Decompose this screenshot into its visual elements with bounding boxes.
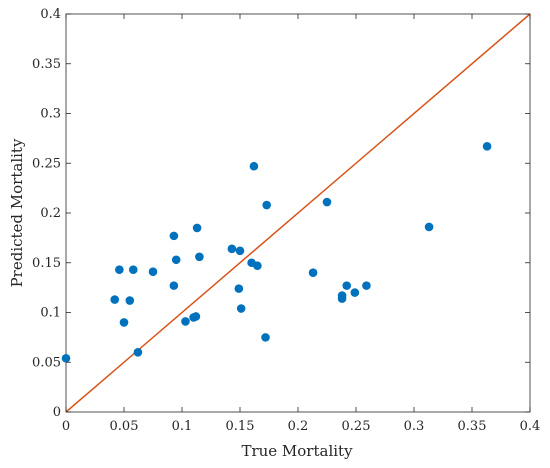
data-point: [350, 288, 360, 297]
y-tick-label: 0.3: [40, 107, 61, 122]
x-axis-ticks: 0 0.05 0.1 0.15 0.2 0.25 0.3 0.35 0.4: [62, 14, 540, 434]
data-point: [337, 291, 347, 300]
data-point: [482, 142, 492, 151]
y-tick-label: 0: [53, 405, 61, 420]
y-axis-label: Predicted Mortality: [8, 138, 26, 287]
data-point: [261, 333, 270, 342]
data-point: [424, 222, 434, 232]
data-point: [235, 246, 245, 256]
data-point: [227, 244, 237, 254]
data-point: [169, 281, 179, 290]
data-point: [342, 281, 352, 290]
data-point: [119, 318, 129, 327]
x-tick-label: 0.15: [226, 419, 255, 434]
data-point: [262, 200, 271, 210]
x-tick-label: 0: [62, 419, 70, 434]
data-point: [192, 223, 202, 233]
x-tick-label: 0.4: [520, 419, 541, 434]
y-tick-label: 0.25: [32, 156, 61, 171]
y-tick-label: 0.35: [32, 57, 61, 72]
data-point: [234, 284, 244, 293]
data-point: [115, 265, 124, 275]
x-tick-label: 0.05: [110, 419, 139, 434]
data-point: [61, 353, 71, 363]
data-point: [133, 348, 143, 357]
data-point: [249, 161, 259, 171]
data-point: [322, 197, 332, 207]
reference-line: [65, 13, 531, 413]
x-tick-label: 0.35: [458, 419, 487, 434]
x-tick-label: 0.25: [342, 419, 371, 434]
data-point: [125, 296, 135, 305]
data-point: [148, 267, 158, 277]
y-tick-label: 0.4: [40, 7, 61, 22]
y-axis-ticks: 0 0.05 0.1 0.15 0.2 0.25 0.3 0.35 0.4: [32, 7, 530, 420]
data-point: [171, 255, 181, 265]
y-tick-label: 0.2: [40, 206, 61, 221]
x-tick-label: 0.2: [288, 419, 309, 434]
reference-line-layer: [65, 13, 531, 413]
data-point: [128, 265, 138, 275]
x-axis-label: True Mortality: [241, 442, 353, 460]
data-point: [110, 295, 120, 304]
data-point: [253, 261, 262, 271]
x-tick-label: 0.1: [172, 419, 193, 434]
data-point: [308, 268, 318, 278]
y-tick-label: 0.05: [32, 355, 61, 370]
x-tick-label: 0.3: [404, 419, 425, 434]
data-point: [236, 304, 246, 313]
data-point: [362, 281, 371, 290]
data-point: [191, 312, 201, 321]
data-point: [169, 231, 179, 241]
y-tick-label: 0.1: [40, 306, 61, 321]
y-tick-label: 0.15: [32, 256, 61, 271]
data-points: [61, 142, 492, 363]
data-point: [181, 317, 190, 326]
data-point: [195, 252, 204, 262]
